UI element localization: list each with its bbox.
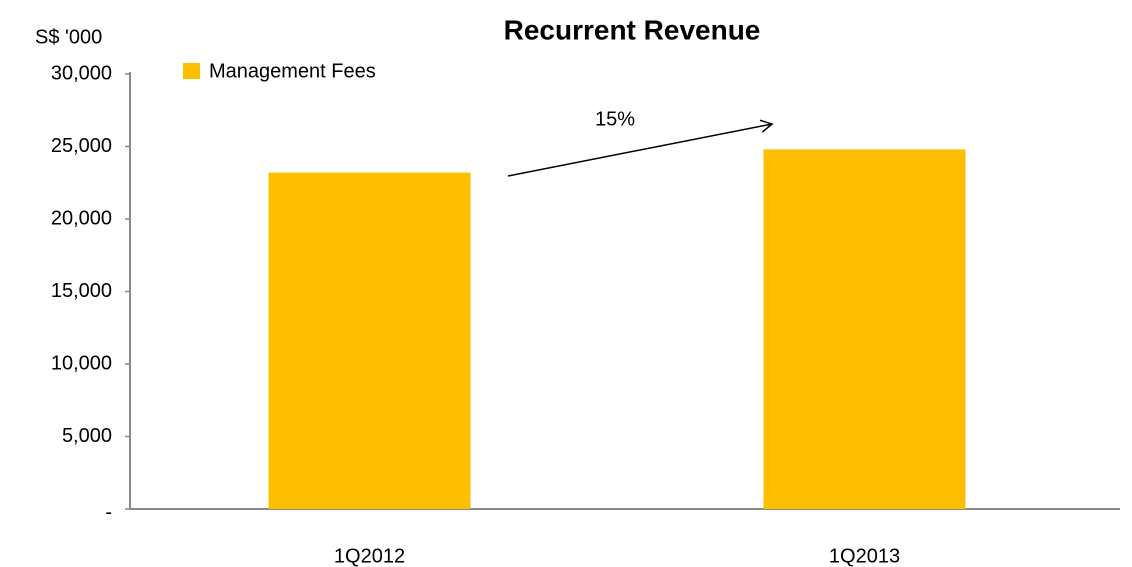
- x-tick-label: 1Q2013: [829, 545, 900, 567]
- annotation-arrow: [507, 119, 774, 177]
- bar: [268, 172, 471, 509]
- annotation: 15%: [595, 108, 635, 130]
- legend-swatch: [183, 63, 200, 79]
- bar: [763, 149, 966, 509]
- y-tick-label: 10,000: [51, 352, 112, 374]
- y-tick-label: 30,000: [51, 62, 112, 84]
- x-tick-label: 1Q2012: [334, 545, 405, 567]
- y-tick-label: 5,000: [62, 425, 112, 447]
- y-tick-label: -: [105, 501, 112, 523]
- chart-title: Recurrent Revenue: [504, 14, 761, 45]
- y-axis-label: S$ '000: [35, 26, 102, 48]
- y-tick-label: 15,000: [51, 280, 112, 302]
- y-tick-label: 20,000: [51, 207, 112, 229]
- legend-label: Management Fees: [209, 60, 376, 82]
- y-tick-label: 25,000: [51, 135, 112, 157]
